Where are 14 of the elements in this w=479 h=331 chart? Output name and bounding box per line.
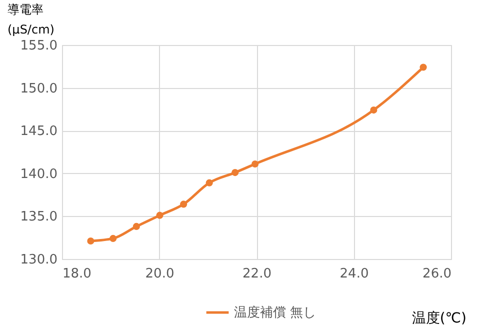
y-tick-label: 140.0 xyxy=(20,166,58,182)
y-axis-title: 導電率 (µS/cm) xyxy=(8,2,54,36)
y-tick-label: 155.0 xyxy=(20,38,58,54)
y-tick-label: 145.0 xyxy=(20,124,58,140)
legend-label: 温度補償 無し xyxy=(234,304,316,320)
y-tick-label: 130.0 xyxy=(20,252,58,268)
y-tick-label: 135.0 xyxy=(20,210,58,225)
x-tick-label: 26.0 xyxy=(422,266,452,282)
x-tick-label: 24.0 xyxy=(340,266,369,282)
x-tick-label: 20.0 xyxy=(145,266,174,282)
x-axis-title: 温度(℃) xyxy=(412,310,466,326)
x-tick-label: 22.0 xyxy=(242,266,272,282)
x-tick-label: 18.0 xyxy=(62,266,92,282)
y-tick-label: 150.0 xyxy=(20,81,58,96)
